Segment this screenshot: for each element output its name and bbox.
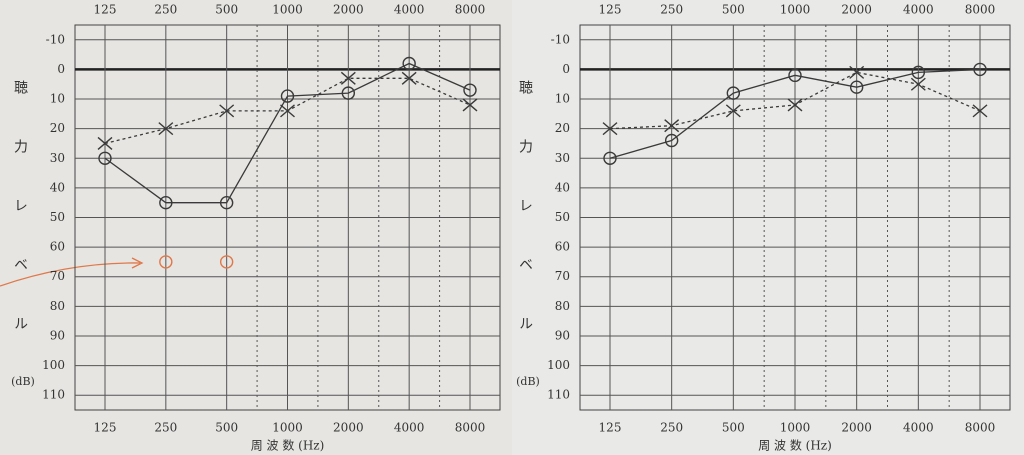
x-tick-label-top: 125	[599, 3, 622, 17]
x-tick-label: 1000	[780, 421, 811, 435]
y-tick-label: 80	[555, 299, 570, 313]
y-tick-label: 30	[555, 151, 570, 165]
y-tick-label: 10	[555, 92, 570, 106]
y-tick-label: -10	[551, 32, 570, 46]
x-tick-label: 2000	[841, 421, 872, 435]
marker-cross	[401, 71, 417, 85]
series-line	[609, 68, 981, 159]
y-tick-label: 50	[50, 210, 65, 224]
marker-circle	[603, 151, 617, 165]
y-tick-label: 40	[50, 180, 65, 194]
x-tick-label-top: 250	[660, 3, 683, 17]
marker-cross	[849, 65, 865, 79]
y-tick-label: 80	[50, 299, 65, 313]
marker-circle	[219, 195, 234, 210]
marker-circle	[973, 62, 987, 77]
marker-circle	[911, 65, 926, 80]
x-axis-label: 周 波 数 (Hz)	[758, 438, 832, 453]
x-tick-label-top: 250	[154, 3, 177, 17]
marker-circle	[664, 133, 679, 148]
y-axis-label: 聴力レベル	[517, 80, 533, 375]
y-tick-label: 90	[50, 328, 65, 342]
x-tick-label-top: 4000	[903, 3, 934, 17]
x-tick-label: 125	[94, 421, 117, 435]
marker-circle	[341, 86, 356, 100]
marker-cross	[462, 98, 478, 112]
y-tick-label: 70	[555, 269, 570, 283]
marker-cross	[219, 104, 235, 118]
series-line	[104, 62, 471, 204]
x-tick-label-top: 2000	[841, 3, 872, 17]
x-tick-label-top: 125	[94, 3, 117, 17]
marker-circle	[788, 68, 802, 83]
x-tick-label: 8000	[455, 421, 486, 435]
marker-cross	[97, 136, 113, 150]
y-tick-label: 70	[50, 269, 65, 283]
marker-circle	[159, 255, 173, 269]
marker-circle	[219, 255, 234, 269]
marker-cross	[158, 122, 174, 136]
marker-cross	[280, 104, 295, 118]
marker-cross	[972, 104, 988, 118]
marker-circle	[280, 89, 295, 103]
y-tick-label: -10	[46, 32, 65, 46]
y-tick-label: 100	[547, 358, 570, 372]
y-tick-label: 40	[555, 180, 570, 194]
marker-circle	[98, 151, 112, 165]
x-axis-label: 周 波 数 (Hz)	[251, 438, 325, 453]
x-tick-label-top: 1000	[272, 3, 303, 17]
x-tick-label: 500	[215, 421, 238, 435]
marker-circle	[159, 195, 173, 210]
y-axis-label: 聴力レベル	[12, 80, 28, 375]
x-tick-label: 125	[599, 421, 622, 435]
x-tick-label: 250	[660, 421, 683, 435]
y-tick-label: 60	[555, 240, 570, 254]
marker-circle	[463, 83, 477, 97]
y-tick-label: 0	[562, 62, 570, 76]
y-tick-label: 20	[555, 121, 570, 135]
x-tick-label-top: 1000	[780, 3, 811, 17]
marker-cross	[787, 98, 803, 112]
annotation-arrow	[0, 262, 141, 287]
marker-cross	[602, 122, 618, 136]
y-tick-label: 20	[50, 121, 65, 135]
arrow-head	[131, 257, 144, 269]
marker-circle	[402, 56, 416, 71]
y-tick-label: 0	[57, 62, 65, 76]
y-tick-label: 90	[555, 328, 570, 342]
y-tick-label: 10	[50, 92, 65, 106]
x-tick-label-top: 4000	[394, 3, 425, 17]
marker-circle	[849, 80, 864, 94]
x-tick-label: 4000	[394, 421, 425, 435]
marker-cross	[725, 104, 741, 118]
y-tick-label: 50	[555, 210, 570, 224]
marker-cross	[664, 119, 680, 133]
x-tick-label-top: 500	[215, 3, 238, 17]
y-tick-label: 60	[50, 240, 65, 254]
y-unit-label: (dB)	[11, 375, 35, 388]
paper-right	[512, 0, 1024, 455]
y-tick-label: 100	[42, 358, 65, 372]
y-tick-label: 110	[547, 388, 570, 402]
x-tick-label-top: 2000	[333, 3, 364, 17]
marker-circle	[726, 86, 741, 100]
x-tick-label: 250	[154, 421, 177, 435]
marker-cross	[340, 71, 356, 85]
y-unit-label: (dB)	[516, 375, 540, 388]
x-tick-label-top: 8000	[965, 3, 996, 17]
marker-cross	[910, 77, 926, 91]
y-tick-label: 110	[42, 388, 65, 402]
x-tick-label: 2000	[333, 421, 364, 435]
x-tick-label: 1000	[272, 421, 303, 435]
y-tick-label: 30	[50, 151, 65, 165]
x-tick-label-top: 500	[722, 3, 745, 17]
x-tick-label: 8000	[965, 421, 996, 435]
x-tick-label: 500	[722, 421, 745, 435]
x-tick-label-top: 8000	[455, 3, 486, 17]
x-tick-label: 4000	[903, 421, 934, 435]
